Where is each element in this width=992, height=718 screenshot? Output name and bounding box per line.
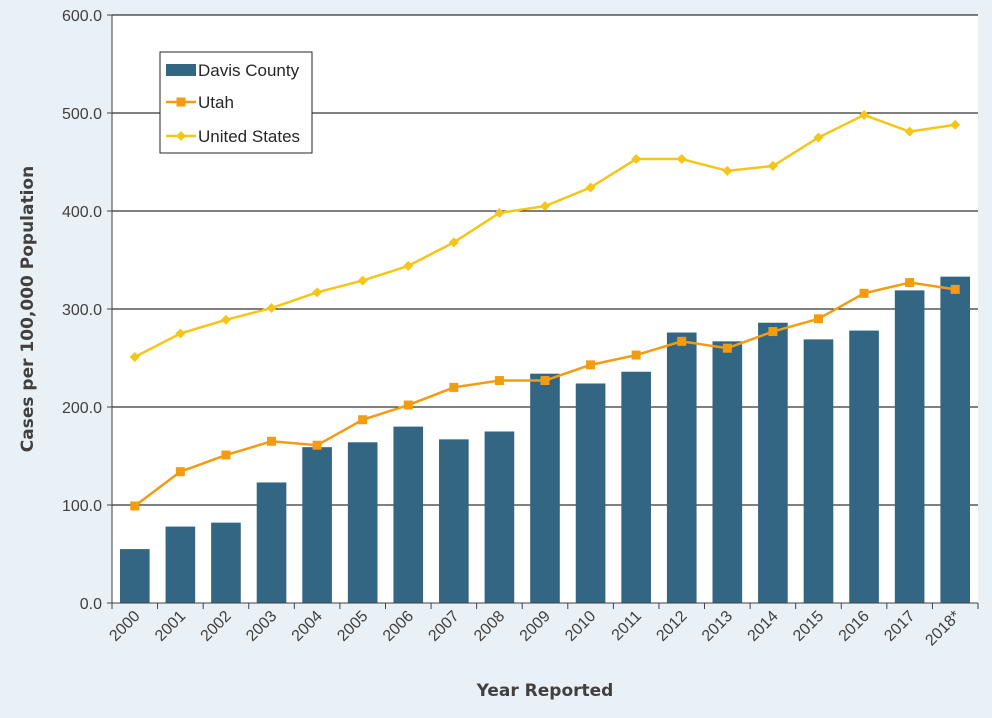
data-point [221, 450, 231, 460]
data-point [813, 314, 823, 324]
data-point [904, 126, 915, 137]
data-point [950, 284, 960, 294]
data-point [722, 165, 733, 176]
x-tick-label: 2012 [653, 608, 690, 645]
data-point [175, 328, 186, 339]
x-tick-label: 2007 [425, 608, 462, 645]
data-point [357, 275, 368, 286]
data-point [220, 314, 231, 325]
data-point [676, 154, 687, 165]
bar [165, 526, 196, 603]
data-point [540, 376, 550, 386]
x-tick-labels: 2000 2001 2002 2003 2004 2005 2006 2007 2008 2009… [106, 608, 964, 650]
x-tick-label: 2015 [790, 608, 827, 645]
data-point [494, 207, 505, 218]
data-point [859, 109, 870, 120]
bar [758, 322, 788, 603]
data-point [403, 260, 414, 271]
x-tick-label: 2014 [745, 608, 782, 645]
bar [530, 373, 560, 603]
line-series [129, 109, 961, 511]
x-tick-label: 2013 [699, 608, 736, 645]
data-point [768, 327, 778, 337]
bar [575, 383, 606, 603]
x-tick-label: 2009 [517, 608, 554, 645]
bar [621, 371, 651, 603]
y-tick-label: 500.0 [62, 106, 102, 123]
data-point [631, 350, 641, 360]
data-point [586, 360, 596, 370]
x-tick-label: 2011 [609, 608, 645, 644]
bar [347, 442, 378, 603]
legend-label: Davis County [198, 61, 300, 80]
data-point [312, 287, 323, 298]
data-point [767, 160, 778, 171]
axes [107, 14, 979, 609]
x-tick-label: 2004 [289, 608, 326, 645]
bar [302, 447, 332, 603]
bar [894, 290, 925, 603]
legend: Davis County Utah United States [159, 51, 313, 154]
x-tick-label: 2018* [922, 608, 964, 650]
data-point [494, 376, 504, 386]
x-tick-label: 2002 [198, 608, 235, 645]
data-point [130, 501, 140, 511]
data-point [631, 154, 642, 165]
data-point [950, 119, 961, 130]
data-point [448, 237, 459, 248]
bar [393, 426, 424, 603]
data-point [312, 440, 322, 450]
y-tick-label: 0.0 [80, 596, 102, 613]
bar [712, 341, 743, 603]
y-axis-title: Cases per 100,000 Population [18, 166, 38, 452]
data-point [358, 415, 368, 425]
y-tick-labels: 0.0 100.0 200.0 300.0 400.0 500.0 600.0 [62, 8, 102, 613]
x-tick-label: 2010 [562, 608, 599, 645]
data-point [813, 132, 824, 143]
x-tick-label: 2001 [152, 608, 189, 645]
bar [439, 439, 469, 603]
data-point [905, 278, 915, 288]
legend-label: Utah [198, 93, 234, 112]
x-tick-label: 2016 [836, 608, 873, 645]
bar [940, 276, 971, 603]
x-axis-title: Year Reported [476, 681, 614, 701]
data-point [129, 352, 140, 363]
data-point [859, 288, 869, 298]
legend-marker [176, 131, 186, 141]
bar [211, 522, 241, 603]
y-tick-label: 100.0 [62, 498, 102, 515]
x-tick-label: 2006 [380, 608, 417, 645]
legend-label: United States [198, 127, 300, 146]
bar [256, 482, 287, 603]
bar [484, 431, 515, 603]
x-tick-label: 2005 [334, 608, 371, 645]
x-tick-label: 2003 [243, 608, 280, 645]
y-tick-label: 400.0 [62, 204, 102, 221]
data-point [266, 303, 277, 314]
x-tick-label: 2000 [106, 608, 143, 645]
x-tick-label: 2008 [471, 608, 508, 645]
data-point [175, 467, 185, 477]
data-point [403, 400, 413, 410]
data-point [267, 436, 277, 446]
bar [803, 339, 834, 603]
legend-marker [176, 97, 186, 107]
x-tick-label: 2017 [881, 608, 918, 645]
data-point [585, 182, 596, 193]
bar [666, 332, 697, 603]
data-point [449, 382, 459, 392]
y-tick-label: 600.0 [62, 8, 102, 25]
bar-series [119, 276, 971, 603]
legend-swatch [166, 64, 196, 76]
bar [119, 549, 150, 603]
data-point [677, 336, 687, 346]
bar [849, 330, 879, 603]
y-tick-label: 200.0 [62, 400, 102, 417]
y-tick-label: 300.0 [62, 302, 102, 319]
data-point [540, 201, 550, 212]
data-point [722, 343, 732, 353]
